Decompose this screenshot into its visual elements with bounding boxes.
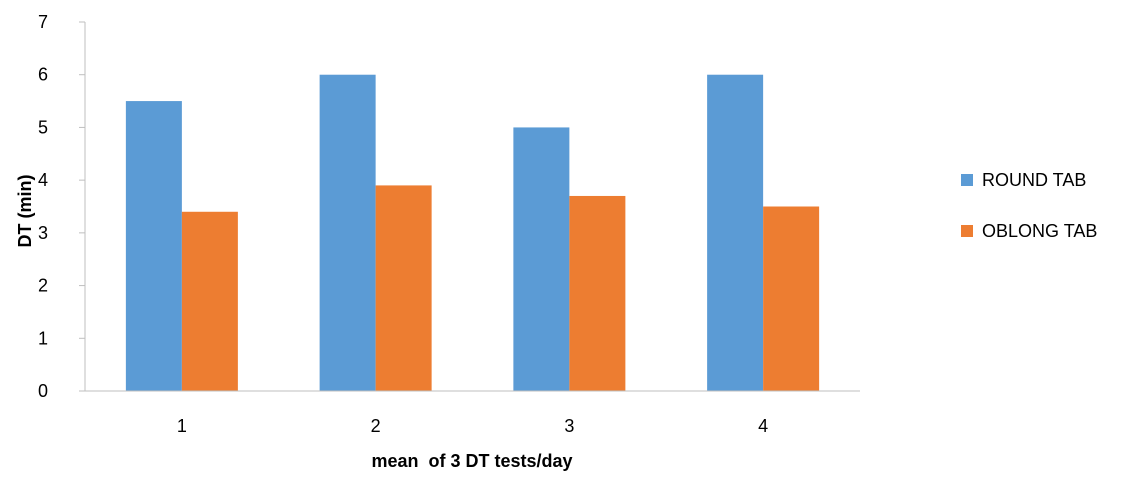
y-tick-label: 4	[38, 170, 48, 190]
x-tick-label: 1	[177, 416, 187, 436]
bar-oblong-tab-1	[181, 211, 238, 391]
x-axis-ticks: 1 2 3 4	[177, 416, 768, 436]
y-tick-label: 5	[38, 117, 48, 137]
y-tick-label: 7	[38, 12, 48, 32]
y-tick-label: 2	[38, 276, 48, 296]
bar-oblong-tab-2	[375, 185, 432, 391]
legend-label: ROUND TAB	[982, 170, 1086, 190]
y-tick-label: 6	[38, 65, 48, 85]
x-tick-label: 4	[758, 416, 768, 436]
x-axis-title: mean of 3 DT tests/day	[371, 451, 572, 471]
y-tick-label: 1	[38, 328, 48, 348]
legend-swatch	[961, 174, 973, 186]
bars	[125, 74, 820, 392]
y-axis-ticks: 0 1 2 3 4 5 6 7	[38, 12, 85, 401]
bar-round-tab-1	[125, 101, 182, 392]
x-tick-label: 2	[371, 416, 381, 436]
y-axis-title: DT (min)	[15, 175, 35, 248]
y-tick-label: 0	[38, 381, 48, 401]
bar-oblong-tab-4	[763, 206, 820, 391]
bar-round-tab-3	[513, 127, 570, 391]
x-tick-label: 3	[564, 416, 574, 436]
bar-round-tab-4	[707, 74, 764, 391]
legend: ROUND TAB OBLONG TAB	[961, 170, 1097, 241]
bar-oblong-tab-3	[569, 195, 626, 391]
legend-swatch	[961, 225, 973, 237]
legend-label: OBLONG TAB	[982, 221, 1097, 241]
bar-round-tab-2	[319, 74, 376, 391]
y-tick-label: 3	[38, 223, 48, 243]
